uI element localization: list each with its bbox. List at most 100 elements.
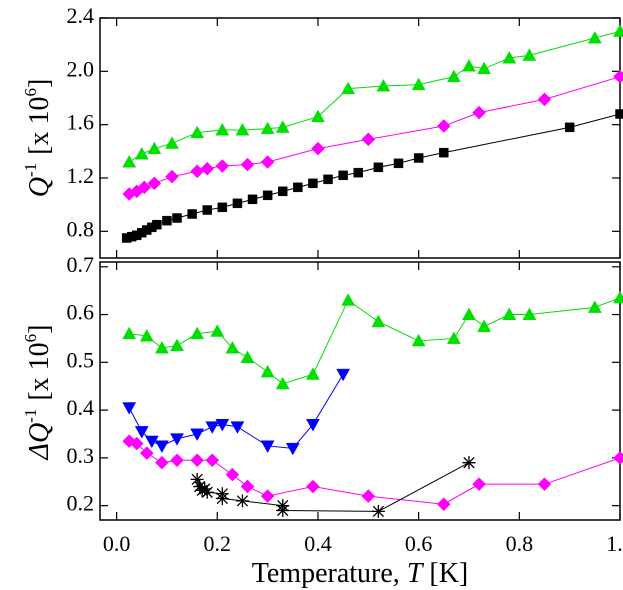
- series-line: [128, 374, 344, 449]
- marker: [306, 479, 320, 494]
- marker: [210, 324, 225, 337]
- marker: [311, 141, 325, 156]
- marker: [260, 121, 275, 135]
- marker: [306, 367, 320, 380]
- x-label-symbol: T: [407, 558, 425, 589]
- marker: [122, 326, 137, 340]
- marker: [260, 364, 275, 378]
- marker: [472, 105, 486, 120]
- y-label-unit-end: ]: [24, 325, 55, 334]
- marker: [411, 333, 426, 347]
- marker: [376, 78, 391, 92]
- marker: [564, 122, 575, 133]
- series-line: [129, 440, 621, 505]
- marker: [193, 480, 207, 494]
- x-tick-label: 0.4: [304, 531, 332, 556]
- marker: [235, 122, 250, 136]
- marker: [139, 329, 154, 342]
- plot-frame: [99, 261, 621, 521]
- marker: [200, 485, 214, 499]
- marker: [462, 307, 476, 321]
- marker: [240, 350, 255, 364]
- y-tick-label: 2.0: [67, 56, 95, 81]
- x-label-unit: [K]: [422, 558, 468, 589]
- marker: [371, 314, 386, 328]
- y-axis-label: Q-1 [x 106]: [21, 79, 56, 198]
- marker: [613, 451, 623, 465]
- marker: [205, 421, 220, 434]
- marker: [190, 326, 205, 340]
- y-axis-label: ΔQ-1 [x 106]: [21, 325, 56, 461]
- marker: [361, 489, 376, 503]
- y-tick-label: 1.6: [67, 110, 95, 135]
- marker: [170, 338, 184, 352]
- marker: [522, 307, 537, 321]
- marker: [215, 122, 230, 136]
- marker: [336, 368, 351, 382]
- marker: [306, 418, 320, 432]
- marker: [154, 340, 169, 354]
- marker: [522, 48, 537, 61]
- marker: [232, 198, 243, 209]
- marker: [413, 153, 424, 163]
- marker: [190, 428, 205, 442]
- marker: [144, 435, 159, 449]
- marker: [129, 436, 144, 451]
- y-tick-label: 0.2: [67, 491, 95, 516]
- marker: [230, 421, 245, 434]
- y-label-symbol: Q: [24, 177, 55, 197]
- marker: [308, 178, 318, 189]
- marker: [134, 146, 149, 160]
- marker: [215, 159, 230, 173]
- marker: [200, 161, 215, 176]
- x-tick-label: 0.8: [506, 531, 534, 556]
- marker: [276, 503, 290, 517]
- marker: [147, 176, 162, 191]
- series-line: [196, 462, 470, 512]
- y-label-sup: 6: [21, 334, 40, 343]
- marker: [240, 157, 255, 172]
- marker: [462, 456, 476, 470]
- marker: [446, 69, 461, 83]
- marker: [225, 340, 240, 354]
- y-tick-label: 0.7: [67, 252, 95, 277]
- marker: [172, 213, 182, 223]
- marker: [260, 489, 275, 503]
- marker: [139, 446, 154, 460]
- marker: [235, 494, 249, 508]
- marker: [275, 376, 290, 390]
- marker: [537, 92, 552, 107]
- marker: [190, 164, 205, 179]
- marker: [361, 132, 376, 147]
- y-tick-label: 1.2: [67, 163, 95, 188]
- marker: [462, 58, 476, 72]
- marker: [446, 331, 461, 344]
- marker: [393, 158, 404, 169]
- marker: [439, 147, 449, 158]
- marker: [477, 61, 492, 75]
- marker: [260, 440, 275, 453]
- y-label-unit-end: ]: [24, 79, 55, 88]
- marker: [587, 30, 602, 44]
- marker: [134, 426, 149, 439]
- marker: [202, 205, 212, 215]
- marker: [613, 69, 623, 84]
- marker: [154, 440, 169, 453]
- y-label-sup: 6: [21, 88, 40, 97]
- y-label-symbol: ΔQ: [24, 423, 55, 461]
- marker: [215, 492, 229, 505]
- x-tick-label: 0.6: [405, 531, 433, 556]
- x-axis-label: Temperature, T [K]: [252, 558, 469, 589]
- marker: [170, 453, 184, 468]
- series-line: [129, 297, 621, 385]
- marker: [341, 81, 356, 95]
- marker: [122, 154, 137, 168]
- y-tick-label: 0.8: [67, 216, 95, 241]
- y-tick-label: 0.6: [67, 300, 95, 325]
- y-label-unit: [x 10: [24, 342, 55, 400]
- marker: [537, 477, 552, 492]
- marker: [472, 477, 486, 492]
- marker: [122, 402, 137, 415]
- marker: [293, 182, 303, 193]
